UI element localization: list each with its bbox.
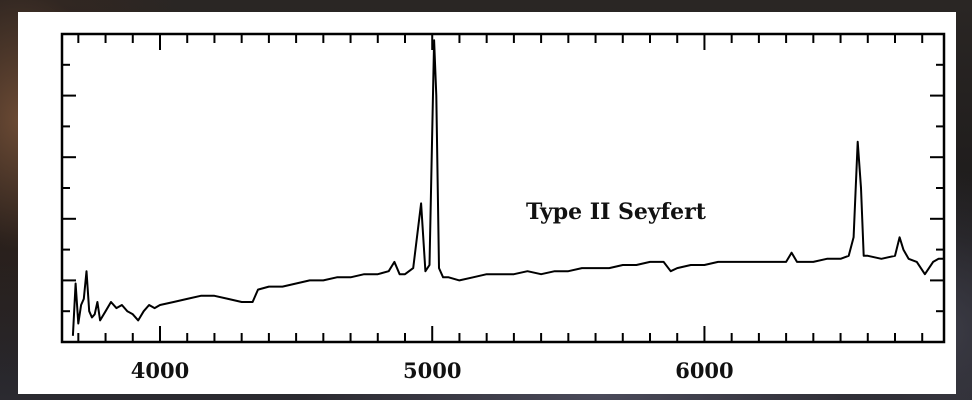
x-tick-labels: 4000 5000 6000 [131,358,734,383]
plot-frame [60,32,946,344]
spectrum-line [71,39,944,336]
spectrum-chart-card: 4000 5000 6000 Type II Seyfert [18,12,956,394]
x-tick-label: 5000 [403,358,461,383]
x-tick-label: 6000 [675,358,733,383]
tick-marks [62,34,944,342]
spectrum-type-annotation: Type II Seyfert [526,199,707,225]
spectrum-chart: 4000 5000 6000 Type II Seyfert [60,32,946,383]
x-tick-label: 4000 [131,358,189,383]
